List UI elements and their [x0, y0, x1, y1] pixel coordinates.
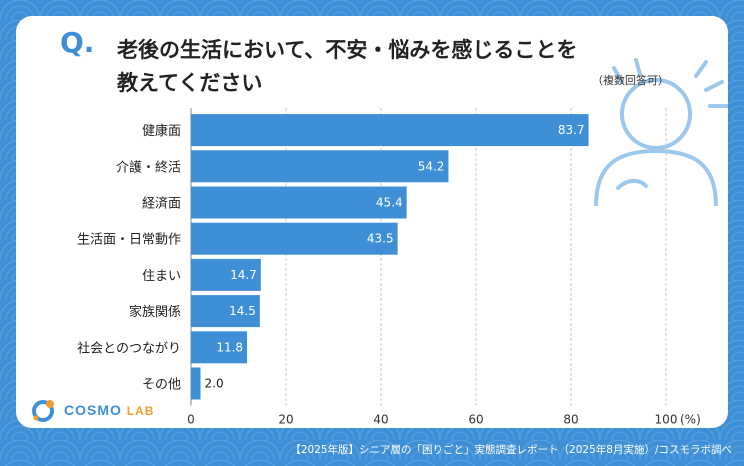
bar — [191, 367, 201, 400]
category-label: 経済面 — [142, 196, 181, 212]
category-label: 社会とのつながり — [77, 340, 181, 356]
x-axis-unit: (%) — [680, 413, 701, 427]
cosmo-lab-logo-icon — [32, 400, 54, 422]
bar — [191, 331, 248, 364]
data-label: 43.5 — [367, 232, 394, 246]
bar — [191, 186, 407, 219]
bar — [191, 150, 449, 183]
category-label: 家族関係 — [129, 304, 181, 320]
multiple-answer-note: （複数回答可） — [592, 74, 669, 87]
x-tick-label: 0 — [187, 413, 195, 427]
data-label: 11.8 — [216, 340, 243, 354]
category-label: 住まい — [142, 269, 181, 284]
logo-name: COSMO — [64, 402, 122, 418]
source-footer: 【2025年版】シニア層の「困りごと」実態調査レポート（2025年8月実施）/コ… — [290, 444, 732, 456]
thinking-person-illustration — [594, 58, 728, 207]
logo-text: COSMO LAB — [64, 402, 154, 418]
data-label: 83.7 — [558, 123, 585, 137]
question-title: 老後の生活において、不安・悩みを感じることを 教えてください — [117, 34, 677, 100]
data-label: 45.4 — [376, 196, 403, 210]
category-label: 介護・終活 — [116, 159, 181, 175]
question-mark-label: Q. — [60, 26, 95, 59]
x-tick-label: 40 — [373, 413, 388, 427]
data-label: 54.2 — [418, 159, 445, 173]
cosmo-lab-logo: COSMO LAB — [30, 398, 154, 422]
category-label: 生活面・日常動作 — [77, 233, 181, 248]
x-tick-label: 80 — [563, 413, 578, 427]
bar — [191, 222, 398, 255]
horizontal-bar-chart: 健康面 83.7 介護・終活 54.2 経済面 45.4 生活面・日常動作 43.5 住まい 14… — [77, 108, 701, 427]
category-label: 健康面 — [142, 123, 181, 139]
question-title-line2: 教えてください — [117, 71, 263, 95]
x-tick-label: 20 — [278, 413, 293, 427]
data-label: 14.7 — [230, 268, 257, 282]
bar — [191, 258, 261, 291]
logo-suffix: LAB — [126, 404, 155, 418]
x-tick-label: 100 — [655, 413, 678, 427]
bar — [191, 114, 589, 147]
chart-card: Q. 老後の生活において、不安・悩みを感じることを 教えてください （複数回答可… — [16, 16, 728, 428]
question-title-line1: 老後の生活において、不安・悩みを感じることを — [117, 38, 578, 62]
data-label: 14.5 — [229, 304, 256, 318]
data-label: 2.0 — [205, 377, 224, 391]
category-label: その他 — [142, 378, 181, 393]
bar — [191, 295, 260, 328]
x-tick-label: 60 — [468, 413, 483, 427]
